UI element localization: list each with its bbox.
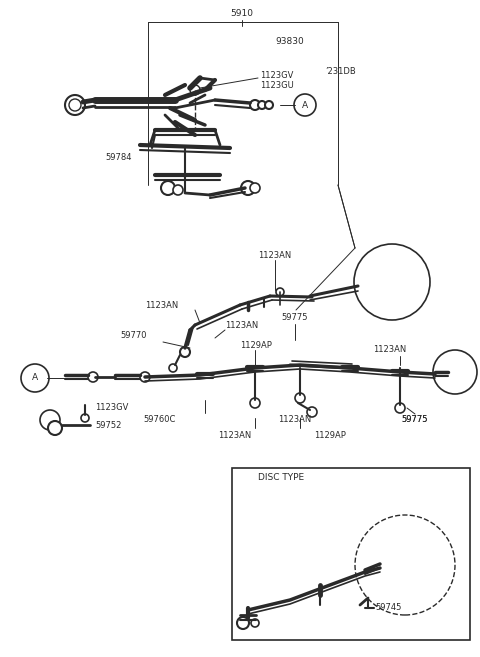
Text: 59752: 59752 — [95, 420, 121, 430]
Text: 1123AN: 1123AN — [278, 415, 312, 424]
Text: 1123AN: 1123AN — [373, 346, 407, 355]
Text: 5910: 5910 — [230, 9, 253, 18]
Circle shape — [190, 85, 200, 95]
Circle shape — [250, 183, 260, 193]
Circle shape — [395, 403, 405, 413]
Circle shape — [265, 101, 273, 109]
Circle shape — [180, 347, 190, 357]
Circle shape — [173, 185, 183, 195]
Circle shape — [295, 393, 305, 403]
Text: 1123GV: 1123GV — [260, 70, 293, 79]
Text: 1123AN: 1123AN — [258, 252, 292, 260]
Text: 93830: 93830 — [275, 37, 304, 47]
Text: 59784: 59784 — [105, 154, 132, 162]
Text: 1123GV: 1123GV — [95, 403, 128, 413]
Circle shape — [294, 94, 316, 116]
Circle shape — [258, 101, 266, 109]
Text: 59775: 59775 — [282, 313, 308, 323]
Text: A: A — [32, 373, 38, 382]
Text: 1123AN: 1123AN — [145, 300, 178, 309]
Text: 59760C: 59760C — [144, 415, 176, 424]
Text: 59775: 59775 — [402, 415, 428, 424]
Circle shape — [276, 288, 284, 296]
Text: ’231DB: ’231DB — [325, 68, 356, 76]
Text: 1123AN: 1123AN — [218, 430, 252, 440]
Circle shape — [21, 364, 49, 392]
Circle shape — [48, 421, 62, 435]
Circle shape — [161, 181, 175, 195]
Text: 59745: 59745 — [375, 604, 401, 612]
FancyBboxPatch shape — [232, 468, 470, 640]
Text: 1123AN: 1123AN — [225, 321, 258, 330]
Text: A: A — [302, 101, 308, 110]
Circle shape — [69, 99, 81, 111]
Circle shape — [250, 100, 260, 110]
Text: 59775: 59775 — [402, 415, 428, 424]
Circle shape — [40, 410, 60, 430]
Circle shape — [88, 372, 98, 382]
Text: 1129AP: 1129AP — [240, 340, 272, 350]
Circle shape — [237, 617, 249, 629]
Circle shape — [307, 407, 317, 417]
Text: 1123GU: 1123GU — [260, 81, 294, 89]
Circle shape — [251, 619, 259, 627]
Circle shape — [169, 364, 177, 372]
Text: 59770: 59770 — [120, 330, 146, 340]
Circle shape — [241, 181, 255, 195]
Circle shape — [65, 95, 85, 115]
Circle shape — [250, 398, 260, 408]
Circle shape — [81, 414, 89, 422]
Text: 1129AP: 1129AP — [314, 430, 346, 440]
Text: DISC TYPE: DISC TYPE — [258, 474, 304, 482]
Circle shape — [140, 372, 150, 382]
